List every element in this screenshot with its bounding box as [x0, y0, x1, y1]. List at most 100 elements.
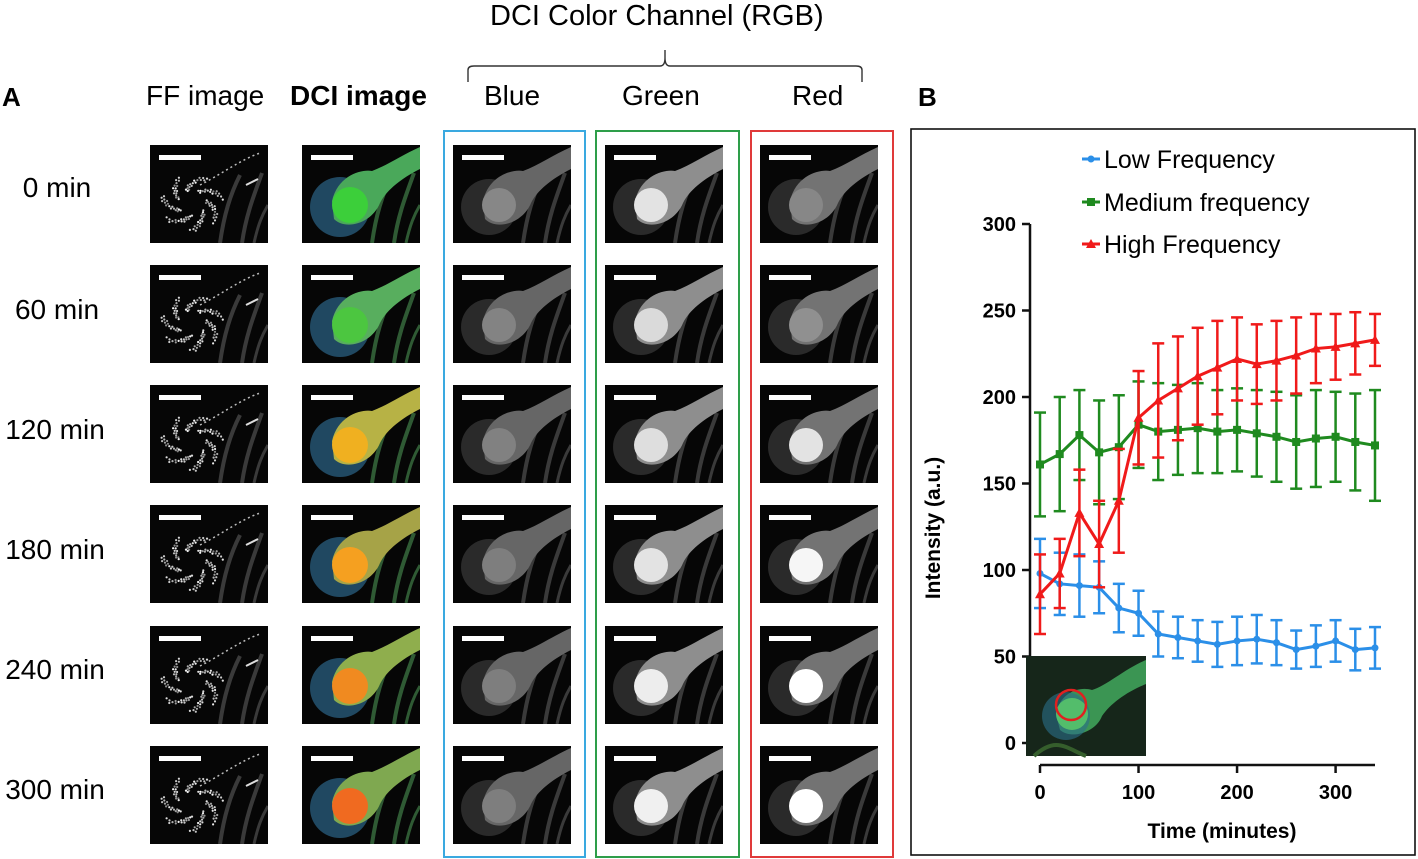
scale-bar — [462, 636, 504, 641]
scale-bar — [769, 636, 811, 641]
intensity-chart: 0 50 100 150 200 250 300 0 100 200 300 Intensity (… — [910, 128, 1416, 856]
micrograph-ff-1 — [150, 265, 268, 363]
data-point — [1272, 432, 1281, 441]
y-tick-label: 300 — [983, 214, 1016, 236]
data-point — [1135, 609, 1143, 617]
column-header-ff: FF image — [146, 80, 265, 111]
scale-bar — [159, 395, 201, 400]
column-header-red: Red — [792, 80, 844, 111]
micrograph-red-4 — [760, 626, 878, 724]
micrograph-red-1 — [760, 265, 878, 363]
data-point — [1213, 640, 1221, 648]
legend-label-high: High Frequency — [1104, 231, 1281, 259]
inset-roi-circle — [1054, 688, 1088, 722]
scale-bar — [462, 756, 504, 761]
blue-channel-box — [443, 130, 586, 858]
scale-bar — [462, 515, 504, 520]
column-header-blue: Blue — [484, 80, 541, 111]
micrograph-red-2 — [760, 385, 878, 483]
data-point — [1075, 582, 1083, 590]
data-point — [1095, 448, 1104, 457]
row-label-4: 240 min — [5, 654, 105, 685]
micrograph-ff-2 — [150, 385, 268, 483]
data-point — [1153, 395, 1164, 405]
micrograph-green-3 — [605, 505, 723, 603]
scale-bar — [614, 756, 656, 761]
data-point — [1054, 568, 1065, 578]
scale-bar — [614, 275, 656, 280]
micrograph-blue-4 — [453, 626, 571, 724]
micrograph-green-4 — [605, 626, 723, 724]
micrograph-blue-0 — [453, 145, 571, 243]
data-point — [1074, 507, 1085, 517]
green-channel-box — [595, 130, 740, 858]
data-point — [1213, 427, 1222, 436]
legend-label-medium: Medium frequency — [1104, 189, 1310, 217]
micrograph-blue-5 — [453, 746, 571, 844]
micrograph-dci-1 — [302, 265, 420, 363]
micrograph-green-2 — [605, 385, 723, 483]
legend: Low Frequency Medium frequency High Freq… — [1082, 146, 1310, 259]
scale-bar — [614, 395, 656, 400]
scale-bar — [614, 155, 656, 160]
column-header-dci: DCI image — [290, 80, 427, 111]
scale-bar — [311, 756, 353, 761]
inset-image — [1026, 656, 1146, 758]
data-point — [1115, 604, 1123, 612]
data-point — [1312, 642, 1320, 650]
scale-bar — [769, 155, 811, 160]
scale-bar — [311, 515, 353, 520]
data-point — [1371, 441, 1379, 450]
data-point — [1075, 431, 1084, 440]
micrograph-red-3 — [760, 505, 878, 603]
scale-bar — [311, 275, 353, 280]
data-point — [1055, 450, 1064, 459]
data-point — [1330, 341, 1341, 351]
data-point — [1212, 362, 1223, 372]
x-tick-label: 0 — [1034, 782, 1045, 804]
row-label-2: 120 min — [5, 414, 105, 445]
panel-letter-a: A — [2, 82, 21, 112]
scale-bar — [462, 155, 504, 160]
scale-bar — [769, 756, 811, 761]
x-tick-label: 300 — [1319, 782, 1352, 804]
data-point — [1193, 424, 1202, 433]
data-point — [1331, 432, 1340, 441]
scale-bar — [311, 636, 353, 641]
micrograph-green-1 — [605, 265, 723, 363]
scale-bar — [159, 515, 201, 520]
data-point — [1113, 495, 1124, 505]
data-point — [1292, 437, 1301, 446]
micrograph-ff-0 — [150, 145, 268, 243]
micrograph-dci-5 — [302, 746, 420, 844]
scale-bar — [769, 275, 811, 280]
scale-bar — [462, 395, 504, 400]
data-point — [1251, 359, 1262, 369]
data-point — [1174, 633, 1182, 641]
data-point — [1253, 635, 1261, 643]
y-tick-label: 0 — [1005, 733, 1016, 755]
micrograph-dci-0 — [302, 145, 420, 243]
y-tick-label: 100 — [983, 560, 1016, 582]
series-line-2 — [1038, 338, 1376, 596]
scale-bar — [769, 395, 811, 400]
row-label-0: 0 min — [22, 172, 92, 203]
data-point — [1233, 425, 1242, 434]
data-point — [1036, 460, 1044, 469]
panel-letter-b: B — [918, 82, 937, 112]
chart-frame — [910, 128, 1416, 856]
micrograph-red-0 — [760, 145, 878, 243]
y-axis-label: Intensity (a.u.) — [922, 457, 945, 599]
red-channel-box — [750, 130, 894, 858]
row-label-3: 180 min — [5, 534, 105, 565]
channel-bracket — [467, 50, 863, 82]
x-tick-label: 100 — [1122, 782, 1155, 804]
data-point — [1350, 338, 1361, 348]
data-point — [1370, 334, 1380, 344]
micrograph-red-5 — [760, 746, 878, 844]
micrograph-ff-5 — [150, 746, 268, 844]
x-tick-label: 200 — [1220, 782, 1253, 804]
y-tick-label: 50 — [994, 647, 1016, 669]
channel-title: DCI Color Channel (RGB) — [490, 0, 824, 32]
data-point — [1172, 383, 1183, 393]
